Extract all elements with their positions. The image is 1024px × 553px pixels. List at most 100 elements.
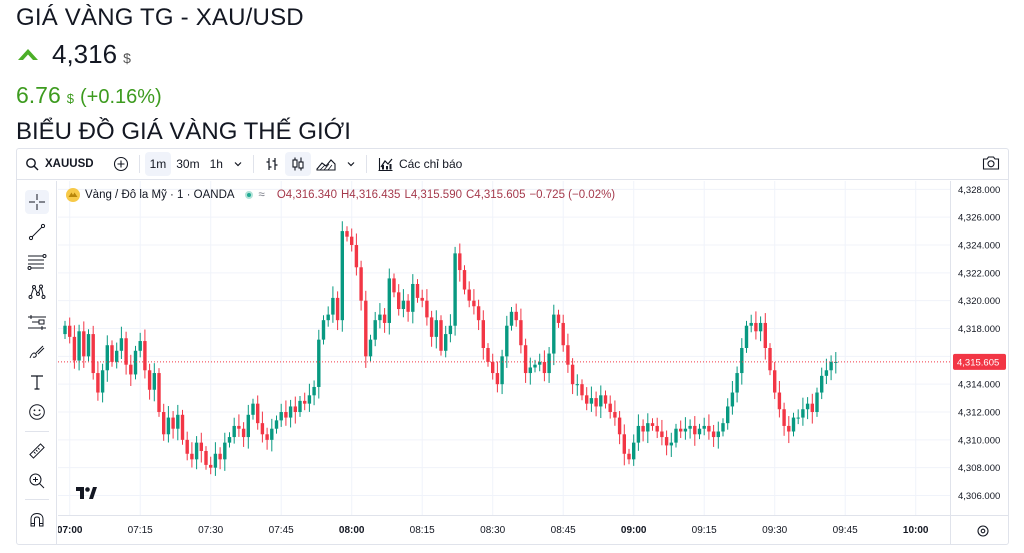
magnet-tool[interactable] <box>25 508 49 532</box>
candle <box>777 380 782 418</box>
chart-legend: Vàng / Đô la Mỹ · 1 · OANDA ≈ O4,316.340… <box>65 187 615 203</box>
candle-body <box>232 425 236 438</box>
projection-tool[interactable] <box>25 310 49 334</box>
bars-icon <box>266 158 278 170</box>
search-icon <box>26 158 39 171</box>
candle-body <box>157 373 161 413</box>
candle <box>364 290 368 368</box>
page-title: GIÁ VÀNG TG - XAU/USD <box>16 4 304 31</box>
candle-body <box>453 253 457 326</box>
candle <box>171 411 175 439</box>
snapshot-button[interactable] <box>982 155 1000 174</box>
candle-body <box>293 406 297 413</box>
candle-body <box>354 245 359 268</box>
indicators-button[interactable]: Các chỉ báo <box>372 149 467 180</box>
candle-body <box>176 414 180 429</box>
time-axis[interactable]: 07:00 07:15 07:30 07:45 08:00 08:15 08:30 08:45… <box>58 525 929 536</box>
chevron-down-icon <box>347 162 355 167</box>
last-price-text: 4,315.605 <box>957 357 999 368</box>
candles-button[interactable] <box>284 152 311 176</box>
candle-body <box>298 400 302 413</box>
fib-tool[interactable] <box>25 250 49 274</box>
interval-1m[interactable]: 1m <box>144 152 172 176</box>
candle <box>697 423 702 440</box>
candle <box>740 338 744 385</box>
candle <box>354 233 359 276</box>
candle <box>96 361 100 401</box>
candle-body <box>260 423 265 435</box>
interval-1h[interactable]: 1h <box>209 157 223 171</box>
candle <box>397 284 401 316</box>
candle-body <box>119 338 124 351</box>
candle-body <box>716 431 720 438</box>
candle <box>429 310 434 347</box>
pattern-tool[interactable] <box>25 280 49 304</box>
candle-body <box>162 412 166 435</box>
settings-gear-icon[interactable] <box>977 525 989 537</box>
candle-body <box>805 403 810 410</box>
candle-body <box>538 361 542 365</box>
candle <box>72 325 77 369</box>
y-tick-label: 4,306.000 <box>958 491 1000 502</box>
x-tick-label: 07:15 <box>128 525 153 536</box>
candle <box>256 395 260 430</box>
candle-body <box>523 345 528 374</box>
candle-body <box>603 395 608 404</box>
candle-body <box>556 314 561 323</box>
candle <box>331 286 335 323</box>
interval-30m[interactable]: 30m <box>176 157 200 171</box>
price-chart[interactable]: 4,306.000 4,308.000 4,310.000 4,312.000 4,31… <box>58 181 1009 545</box>
crosshair-tool[interactable] <box>25 190 49 214</box>
candle <box>711 424 716 447</box>
symbol-search[interactable]: XAUUSD <box>17 149 99 180</box>
candle <box>340 221 344 332</box>
candle-body <box>397 292 401 310</box>
ruler-tool[interactable] <box>25 439 49 463</box>
candle <box>284 400 288 426</box>
compare-button[interactable] <box>99 149 134 180</box>
candle-body <box>392 278 396 293</box>
candle <box>561 314 565 352</box>
candle-body <box>491 361 495 374</box>
candle-body <box>763 322 767 348</box>
candle-body <box>209 464 213 468</box>
candle-body <box>411 283 415 312</box>
bar-style-button[interactable] <box>259 149 285 180</box>
candle-body <box>213 453 218 468</box>
candle-body <box>152 373 156 390</box>
legend-symbol[interactable]: Vàng / Đô la Mỹ · 1 · OANDA <box>85 189 235 201</box>
chart-toolbar: XAUUSD 1m 30m 1h Các chỉ báo <box>17 149 1008 180</box>
text-tool[interactable] <box>25 370 49 394</box>
candle <box>805 397 810 420</box>
candle <box>801 397 805 426</box>
candle-body <box>500 356 504 385</box>
trend-line-tool[interactable] <box>25 220 49 244</box>
candle-body <box>218 453 222 460</box>
x-tick-label: 09:45 <box>833 525 858 536</box>
emoji-tool[interactable] <box>25 400 49 424</box>
candle-body <box>143 341 147 371</box>
y-tick-label: 4,318.000 <box>958 324 1000 335</box>
candle <box>368 334 373 362</box>
candle <box>387 268 391 335</box>
candle-body <box>378 314 382 321</box>
tradingview-logo[interactable] <box>75 486 97 500</box>
toolbar-divider <box>365 155 367 173</box>
candle-body <box>749 322 753 326</box>
candle <box>453 246 457 336</box>
price-row: 4,316 $ <box>16 38 131 70</box>
candle <box>251 398 255 420</box>
candle <box>585 387 589 411</box>
candle-body <box>655 425 659 432</box>
interval-dropdown[interactable] <box>228 149 248 180</box>
candle <box>758 316 763 342</box>
candle-body <box>86 334 91 357</box>
price-axis[interactable]: 4,306.000 4,308.000 4,310.000 4,312.000 4,31… <box>958 185 1000 502</box>
area-style-button[interactable] <box>311 149 341 180</box>
zoom-tool[interactable] <box>25 469 49 493</box>
candle-body <box>758 322 763 332</box>
brush-tool[interactable] <box>25 340 49 364</box>
chart-type-dropdown[interactable] <box>341 149 361 180</box>
candle <box>674 423 678 448</box>
candle-body <box>223 442 227 460</box>
